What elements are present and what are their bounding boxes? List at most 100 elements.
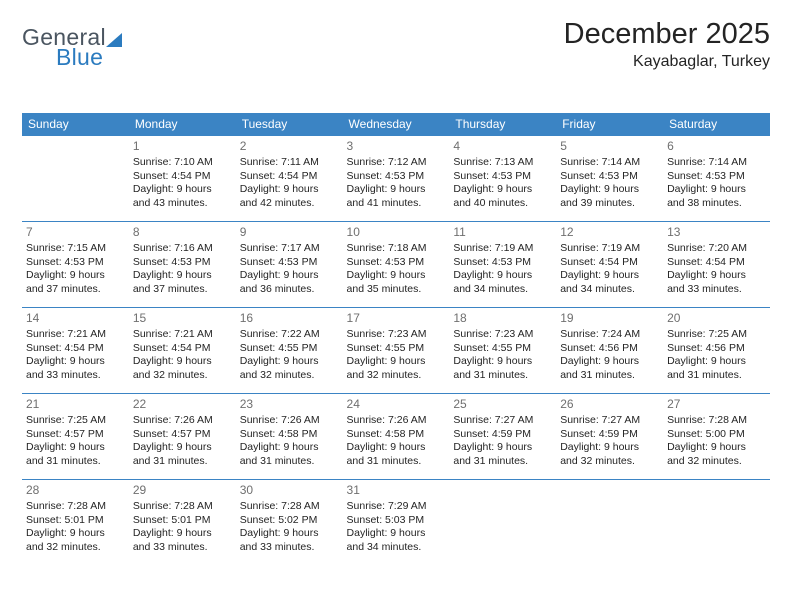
sunrise-line: Sunrise: 7:28 AM [26, 500, 125, 513]
day-number: 9 [240, 225, 339, 240]
day-number: 21 [26, 397, 125, 412]
sunrise-line: Sunrise: 7:16 AM [133, 242, 232, 255]
day-number: 30 [240, 483, 339, 498]
logo-text-blue-wrap: Blue [56, 44, 103, 71]
calendar-day-cell: 26Sunrise: 7:27 AMSunset: 4:59 PMDayligh… [556, 394, 663, 480]
calendar-day-cell: 29Sunrise: 7:28 AMSunset: 5:01 PMDayligh… [129, 480, 236, 566]
weekday-header: Wednesday [343, 113, 450, 136]
calendar-day-cell [556, 480, 663, 566]
day-number: 22 [133, 397, 232, 412]
daylight-line: Daylight: 9 hours and 39 minutes. [560, 183, 659, 210]
sunset-line: Sunset: 4:54 PM [667, 256, 766, 269]
day-number: 12 [560, 225, 659, 240]
month-title: December 2025 [564, 18, 770, 51]
daylight-line: Daylight: 9 hours and 32 minutes. [667, 441, 766, 468]
daylight-line: Daylight: 9 hours and 31 minutes. [453, 441, 552, 468]
daylight-line: Daylight: 9 hours and 32 minutes. [347, 355, 446, 382]
calendar-day-cell [22, 136, 129, 222]
calendar-day-cell: 18Sunrise: 7:23 AMSunset: 4:55 PMDayligh… [449, 308, 556, 394]
calendar-week-row: 1Sunrise: 7:10 AMSunset: 4:54 PMDaylight… [22, 136, 770, 222]
day-number: 16 [240, 311, 339, 326]
calendar-day-cell: 17Sunrise: 7:23 AMSunset: 4:55 PMDayligh… [343, 308, 450, 394]
daylight-line: Daylight: 9 hours and 33 minutes. [667, 269, 766, 296]
calendar-day-cell: 3Sunrise: 7:12 AMSunset: 4:53 PMDaylight… [343, 136, 450, 222]
sunrise-line: Sunrise: 7:26 AM [347, 414, 446, 427]
day-number: 28 [26, 483, 125, 498]
sunrise-line: Sunrise: 7:27 AM [453, 414, 552, 427]
sunrise-line: Sunrise: 7:20 AM [667, 242, 766, 255]
day-number: 27 [667, 397, 766, 412]
calendar-day-cell: 10Sunrise: 7:18 AMSunset: 4:53 PMDayligh… [343, 222, 450, 308]
sunset-line: Sunset: 4:58 PM [240, 428, 339, 441]
day-number: 25 [453, 397, 552, 412]
sunrise-line: Sunrise: 7:10 AM [133, 156, 232, 169]
day-number: 7 [26, 225, 125, 240]
calendar-day-cell: 30Sunrise: 7:28 AMSunset: 5:02 PMDayligh… [236, 480, 343, 566]
daylight-line: Daylight: 9 hours and 34 minutes. [347, 527, 446, 554]
sunset-line: Sunset: 4:53 PM [240, 256, 339, 269]
calendar-day-cell: 13 Sunrise: 7:20 AMSunset: 4:54 PMDayligh… [663, 222, 770, 308]
sunrise-line: Sunrise: 7:17 AM [240, 242, 339, 255]
sunset-line: Sunset: 4:53 PM [453, 256, 552, 269]
daylight-line: Daylight: 9 hours and 42 minutes. [240, 183, 339, 210]
sunset-line: Sunset: 4:54 PM [133, 170, 232, 183]
day-number: 14 [26, 311, 125, 326]
calendar-day-cell: 6Sunrise: 7:14 AMSunset: 4:53 PMDaylight… [663, 136, 770, 222]
day-number: 26 [560, 397, 659, 412]
calendar-day-cell: 28Sunrise: 7:28 AMSunset: 5:01 PMDayligh… [22, 480, 129, 566]
sunrise-line: Sunrise: 7:28 AM [667, 414, 766, 427]
calendar-day-cell: 12 Sunrise: 7:19 AMSunset: 4:54 PMDayligh… [556, 222, 663, 308]
sunrise-line: Sunrise: 7:27 AM [560, 414, 659, 427]
title-block: December 2025 Kayabaglar, Turkey [564, 18, 770, 71]
day-number: 31 [347, 483, 446, 498]
calendar-day-cell: 4Sunrise: 7:13 AMSunset: 4:53 PMDaylight… [449, 136, 556, 222]
calendar-day-cell: 9Sunrise: 7:17 AMSunset: 4:53 PMDaylight… [236, 222, 343, 308]
sunrise-line: Sunrise: 7:23 AM [453, 328, 552, 341]
sunset-line: Sunset: 4:54 PM [133, 342, 232, 355]
day-number: 29 [133, 483, 232, 498]
sunset-line: Sunset: 4:55 PM [240, 342, 339, 355]
calendar-day-cell: 31Sunrise: 7:29 AMSunset: 5:03 PMDayligh… [343, 480, 450, 566]
day-number: 5 [560, 139, 659, 154]
sunrise-line: Sunrise: 7:28 AM [133, 500, 232, 513]
day-number: 20 [667, 311, 766, 326]
daylight-line: Daylight: 9 hours and 43 minutes. [133, 183, 232, 210]
daylight-line: Daylight: 9 hours and 31 minutes. [240, 441, 339, 468]
day-number: 3 [347, 139, 446, 154]
sunrise-line: Sunrise: 7:12 AM [347, 156, 446, 169]
sunrise-line: Sunrise: 7:28 AM [240, 500, 339, 513]
calendar-table: Sunday Monday Tuesday Wednesday Thursday… [22, 113, 770, 566]
sunset-line: Sunset: 5:01 PM [26, 514, 125, 527]
calendar-day-cell: 20Sunrise: 7:25 AMSunset: 4:56 PMDayligh… [663, 308, 770, 394]
daylight-line: Daylight: 9 hours and 40 minutes. [453, 183, 552, 210]
day-number: 24 [347, 397, 446, 412]
daylight-line: Daylight: 9 hours and 32 minutes. [240, 355, 339, 382]
calendar-day-cell: 21Sunrise: 7:25 AMSunset: 4:57 PMDayligh… [22, 394, 129, 480]
day-number: 13 [667, 225, 766, 240]
sunrise-line: Sunrise: 7:19 AM [453, 242, 552, 255]
daylight-line: Daylight: 9 hours and 32 minutes. [133, 355, 232, 382]
logo-text-blue: Blue [56, 44, 103, 70]
sunset-line: Sunset: 4:54 PM [560, 256, 659, 269]
calendar-day-cell: 5Sunrise: 7:14 AMSunset: 4:53 PMDaylight… [556, 136, 663, 222]
calendar-day-cell: 8Sunrise: 7:16 AMSunset: 4:53 PMDaylight… [129, 222, 236, 308]
page-header: General December 2025 Kayabaglar, Turkey [22, 18, 770, 71]
day-number: 23 [240, 397, 339, 412]
calendar-day-cell: 22Sunrise: 7:26 AMSunset: 4:57 PMDayligh… [129, 394, 236, 480]
sunrise-line: Sunrise: 7:19 AM [560, 242, 659, 255]
sunrise-line: Sunrise: 7:15 AM [26, 242, 125, 255]
calendar-day-cell: 23Sunrise: 7:26 AMSunset: 4:58 PMDayligh… [236, 394, 343, 480]
calendar-page: General December 2025 Kayabaglar, Turkey… [0, 0, 792, 576]
weekday-header: Sunday [22, 113, 129, 136]
day-number: 1 [133, 139, 232, 154]
sunrise-line: Sunrise: 7:25 AM [667, 328, 766, 341]
sunset-line: Sunset: 5:01 PM [133, 514, 232, 527]
daylight-line: Daylight: 9 hours and 34 minutes. [560, 269, 659, 296]
sunset-line: Sunset: 4:53 PM [560, 170, 659, 183]
day-number: 19 [560, 311, 659, 326]
calendar-day-cell [663, 480, 770, 566]
daylight-line: Daylight: 9 hours and 37 minutes. [133, 269, 232, 296]
calendar-day-cell: 19Sunrise: 7:24 AMSunset: 4:56 PMDayligh… [556, 308, 663, 394]
sunset-line: Sunset: 4:53 PM [667, 170, 766, 183]
sunset-line: Sunset: 4:56 PM [667, 342, 766, 355]
